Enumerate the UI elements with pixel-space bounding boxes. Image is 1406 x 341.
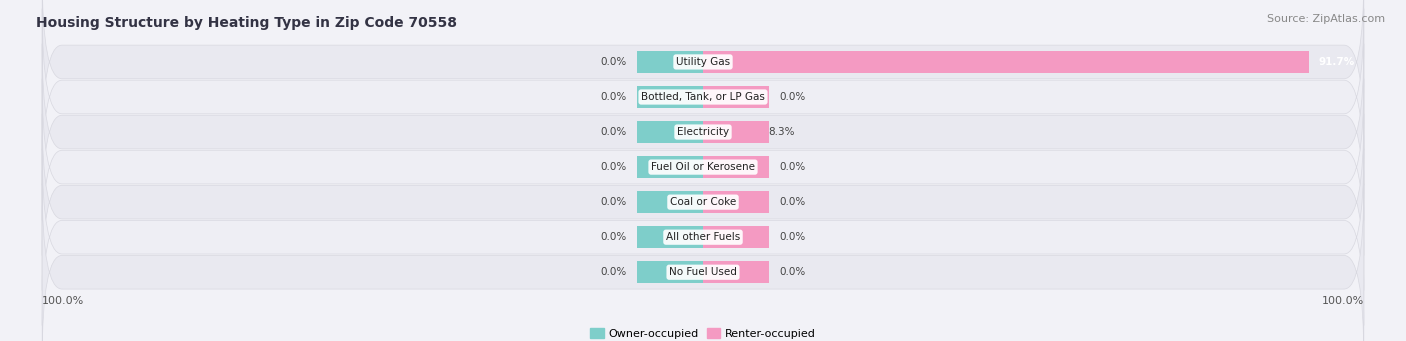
Text: 8.3%: 8.3% [768, 127, 794, 137]
Bar [703, 261, 769, 283]
Text: 0.0%: 0.0% [600, 57, 627, 67]
Bar [703, 226, 769, 248]
Text: 0.0%: 0.0% [600, 127, 627, 137]
Bar [703, 86, 769, 108]
Text: 91.7%: 91.7% [1319, 57, 1355, 67]
Text: 0.0%: 0.0% [779, 92, 806, 102]
FancyBboxPatch shape [42, 0, 1364, 150]
Text: Bottled, Tank, or LP Gas: Bottled, Tank, or LP Gas [641, 92, 765, 102]
Bar [637, 261, 703, 283]
Text: 0.0%: 0.0% [779, 267, 806, 277]
Bar [637, 226, 703, 248]
Bar [637, 121, 703, 143]
Text: Source: ZipAtlas.com: Source: ZipAtlas.com [1267, 14, 1385, 24]
Bar [637, 86, 703, 108]
Text: 100.0%: 100.0% [42, 296, 84, 306]
Text: Utility Gas: Utility Gas [676, 57, 730, 67]
Legend: Owner-occupied, Renter-occupied: Owner-occupied, Renter-occupied [586, 324, 820, 341]
Text: Coal or Coke: Coal or Coke [669, 197, 737, 207]
FancyBboxPatch shape [42, 114, 1364, 291]
Text: 0.0%: 0.0% [779, 162, 806, 172]
Text: All other Fuels: All other Fuels [666, 232, 740, 242]
FancyBboxPatch shape [42, 184, 1364, 341]
Bar [637, 156, 703, 178]
Bar [703, 121, 769, 143]
FancyBboxPatch shape [42, 44, 1364, 220]
Text: 0.0%: 0.0% [779, 197, 806, 207]
Bar [703, 51, 1309, 73]
Text: 0.0%: 0.0% [600, 267, 627, 277]
Text: 0.0%: 0.0% [600, 92, 627, 102]
Text: 100.0%: 100.0% [1322, 296, 1364, 306]
Text: 0.0%: 0.0% [600, 232, 627, 242]
FancyBboxPatch shape [42, 9, 1364, 185]
Text: Fuel Oil or Kerosene: Fuel Oil or Kerosene [651, 162, 755, 172]
Bar [703, 191, 769, 213]
FancyBboxPatch shape [42, 149, 1364, 326]
Bar [637, 51, 703, 73]
Text: 0.0%: 0.0% [600, 162, 627, 172]
Text: 0.0%: 0.0% [600, 197, 627, 207]
Text: 0.0%: 0.0% [779, 232, 806, 242]
Text: Housing Structure by Heating Type in Zip Code 70558: Housing Structure by Heating Type in Zip… [35, 16, 457, 30]
Bar [637, 191, 703, 213]
Text: No Fuel Used: No Fuel Used [669, 267, 737, 277]
FancyBboxPatch shape [42, 79, 1364, 255]
Text: Electricity: Electricity [676, 127, 730, 137]
Bar [703, 156, 769, 178]
